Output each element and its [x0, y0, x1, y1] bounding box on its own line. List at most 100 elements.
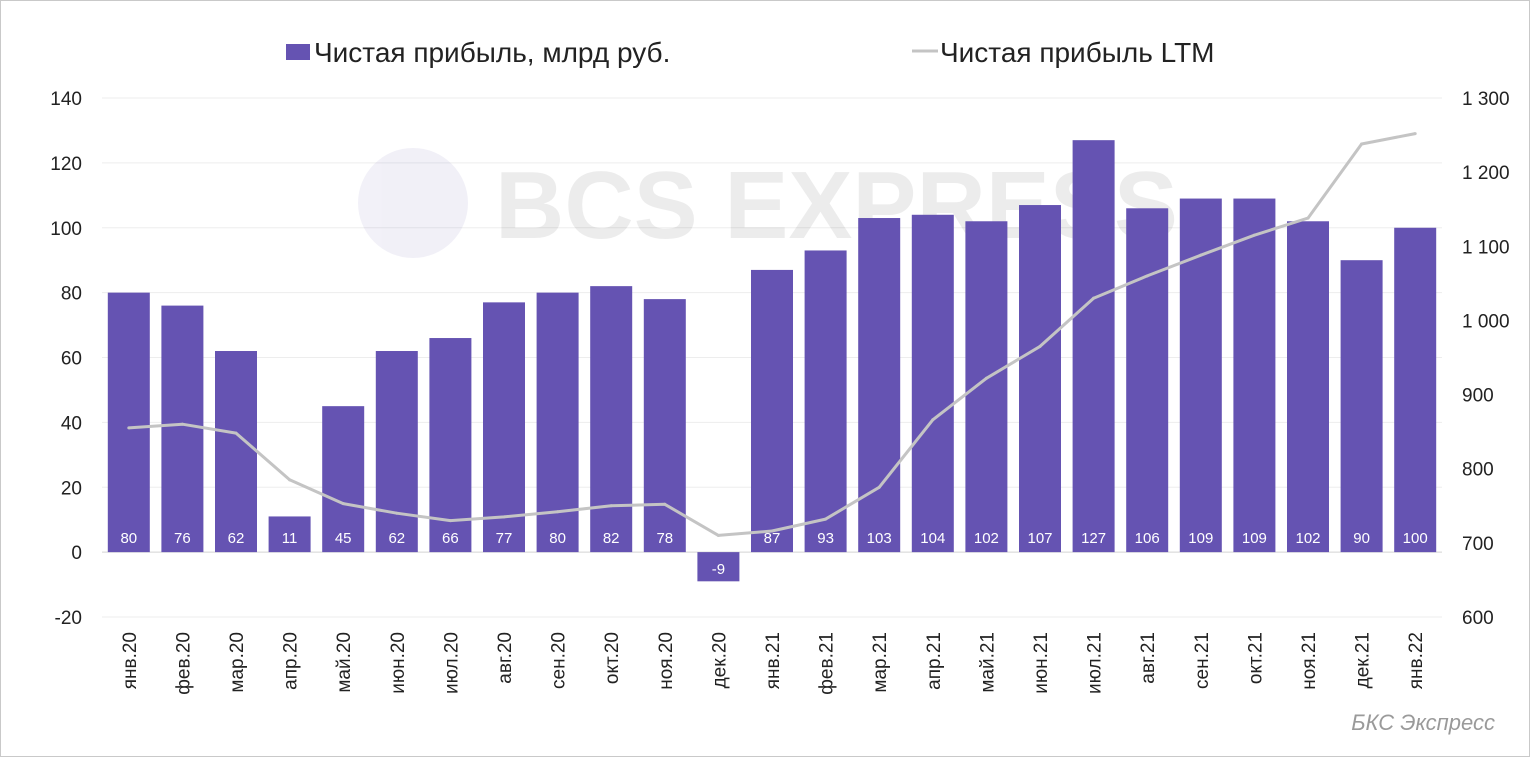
x-tick-label: май.21 [977, 632, 998, 693]
bar [322, 406, 365, 553]
bar [1072, 140, 1115, 553]
x-tick-label: июн.21 [1031, 632, 1052, 694]
y-right-tick-label: 600 [1462, 608, 1494, 629]
y-right-tick-label: 900 [1462, 386, 1494, 407]
ltm-point [1038, 344, 1042, 348]
data-label: -9 [712, 561, 725, 578]
bar [215, 351, 257, 553]
ltm-point [716, 533, 720, 537]
x-tick-label: апр.21 [924, 632, 945, 690]
ltm-point [931, 418, 935, 422]
legend: Чистая прибыль, млрд руб. Чистая прибыль… [286, 37, 1215, 68]
data-label: 62 [228, 530, 245, 547]
x-tick-label: фев.21 [817, 632, 838, 695]
bar [1126, 208, 1169, 553]
ltm-point [288, 478, 292, 482]
ltm-point [127, 426, 131, 430]
bar [590, 286, 633, 553]
watermark-text: BCS EXPRESS [495, 152, 1178, 259]
y-left-tick-label: 80 [61, 284, 82, 305]
x-tick-label: мар.20 [227, 632, 248, 693]
ltm-point [341, 502, 345, 506]
legend-line-label: Чистая прибыль LTM [940, 37, 1215, 68]
y-left-tick-label: -20 [55, 608, 82, 629]
bar [643, 299, 686, 553]
x-tick-label: июл.20 [441, 632, 462, 694]
bar [1019, 205, 1061, 553]
ltm-point [502, 515, 506, 519]
data-label: 90 [1353, 530, 1370, 547]
ltm-point [1092, 296, 1096, 300]
bar [1179, 198, 1222, 553]
ltm-point [1306, 216, 1310, 220]
y-left-tick-label: 20 [61, 478, 82, 499]
x-tick-label: авг.20 [495, 632, 516, 684]
ltm-point [877, 485, 881, 489]
ltm-point [609, 504, 613, 508]
y-right-tick-label: 1 200 [1462, 163, 1510, 184]
x-tick-label: дек.20 [709, 632, 730, 688]
data-label: 109 [1188, 530, 1213, 547]
legend-bar-swatch [286, 44, 310, 60]
bar [697, 552, 740, 582]
y-axis-right: 600 700 800 900 1 000 1 100 1 200 1 300 [1462, 89, 1510, 629]
data-label: 80 [549, 530, 566, 547]
data-label: 102 [1295, 530, 1320, 547]
x-tick-label: янв.22 [1406, 632, 1427, 689]
ltm-point [448, 519, 452, 523]
bar [107, 292, 150, 553]
bar [483, 302, 525, 553]
watermark-logo-icon [358, 148, 468, 258]
x-tick-label: апр.20 [281, 632, 302, 690]
bar [375, 351, 418, 553]
x-tick-label: июн.20 [388, 632, 409, 694]
data-label: 100 [1403, 530, 1428, 547]
data-label: 76 [174, 530, 191, 547]
data-label: 106 [1135, 530, 1160, 547]
data-label: 107 [1027, 530, 1052, 547]
x-tick-label: июл.21 [1085, 632, 1106, 694]
data-labels: 80 76 62 11 45 62 66 77 80 82 78 -9 87 93 103 104 102 107… [120, 530, 1427, 578]
x-tick-label: окт.21 [1245, 632, 1266, 684]
data-label: 62 [388, 530, 405, 547]
y-left-tick-label: 0 [71, 543, 82, 564]
ltm-point [234, 431, 238, 435]
x-tick-label: май.20 [334, 632, 355, 693]
data-label: 82 [603, 530, 620, 547]
y-right-tick-label: 1 100 [1462, 237, 1510, 258]
ltm-point [1199, 253, 1203, 257]
ltm-point [1360, 142, 1364, 146]
data-label: 87 [764, 530, 781, 547]
data-label: 77 [496, 530, 513, 547]
x-tick-label: янв.21 [763, 632, 784, 689]
data-label: 102 [974, 530, 999, 547]
ltm-point [1252, 233, 1256, 237]
x-tick-label: фев.20 [173, 632, 194, 695]
x-tick-label: мар.21 [870, 632, 891, 693]
y-right-tick-label: 1 000 [1462, 311, 1510, 332]
x-tick-label: ноя.21 [1299, 632, 1320, 690]
ltm-point [556, 510, 560, 514]
y-right-tick-label: 800 [1462, 460, 1494, 481]
data-label: 104 [920, 530, 945, 547]
bar [911, 214, 954, 553]
data-label: 127 [1081, 530, 1106, 547]
x-tick-label: дек.21 [1353, 632, 1374, 688]
data-label: 66 [442, 530, 459, 547]
y-left-tick-label: 140 [50, 89, 82, 110]
data-label: 103 [867, 530, 892, 547]
watermark: BCS EXPRESS [358, 148, 1178, 259]
x-axis: янв.20 фев.20 мар.20 апр.20 май.20 июн.20 июл.… [120, 632, 1427, 695]
ltm-point [1145, 274, 1149, 278]
ltm-point [824, 517, 828, 521]
ltm-point [180, 422, 184, 426]
bar [1340, 260, 1383, 553]
data-label: 80 [120, 530, 137, 547]
bar [1233, 198, 1276, 553]
y-axis-left: -20 0 20 40 60 80 100 120 140 [50, 89, 82, 629]
data-label: 78 [656, 530, 673, 547]
ltm-point [395, 511, 399, 515]
y-left-tick-label: 100 [50, 219, 82, 240]
y-left-tick-label: 120 [50, 154, 82, 175]
